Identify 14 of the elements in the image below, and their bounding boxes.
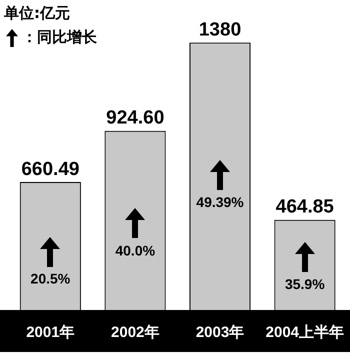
text: 单位:亿元 [4, 4, 70, 23]
x-tick-label: 2001年 [26, 324, 75, 342]
annotation: 35.9% [284, 276, 326, 292]
data-label: 464.85 [276, 196, 334, 218]
annotation: ：同比增长 [22, 28, 97, 47]
x-tick-label: 2002年 [111, 324, 160, 342]
data-label: 660.49 [21, 158, 80, 180]
annotation: 20.5% [30, 270, 71, 286]
annotation: 49.39% [196, 194, 244, 210]
x-tick-label: 2003年 [196, 324, 244, 342]
data-label: 1380 [198, 19, 242, 40]
data-label: 924.60 [106, 108, 164, 129]
annotation: 40.0% [115, 242, 156, 258]
x-tick-label: 2004上半年 [266, 324, 344, 342]
